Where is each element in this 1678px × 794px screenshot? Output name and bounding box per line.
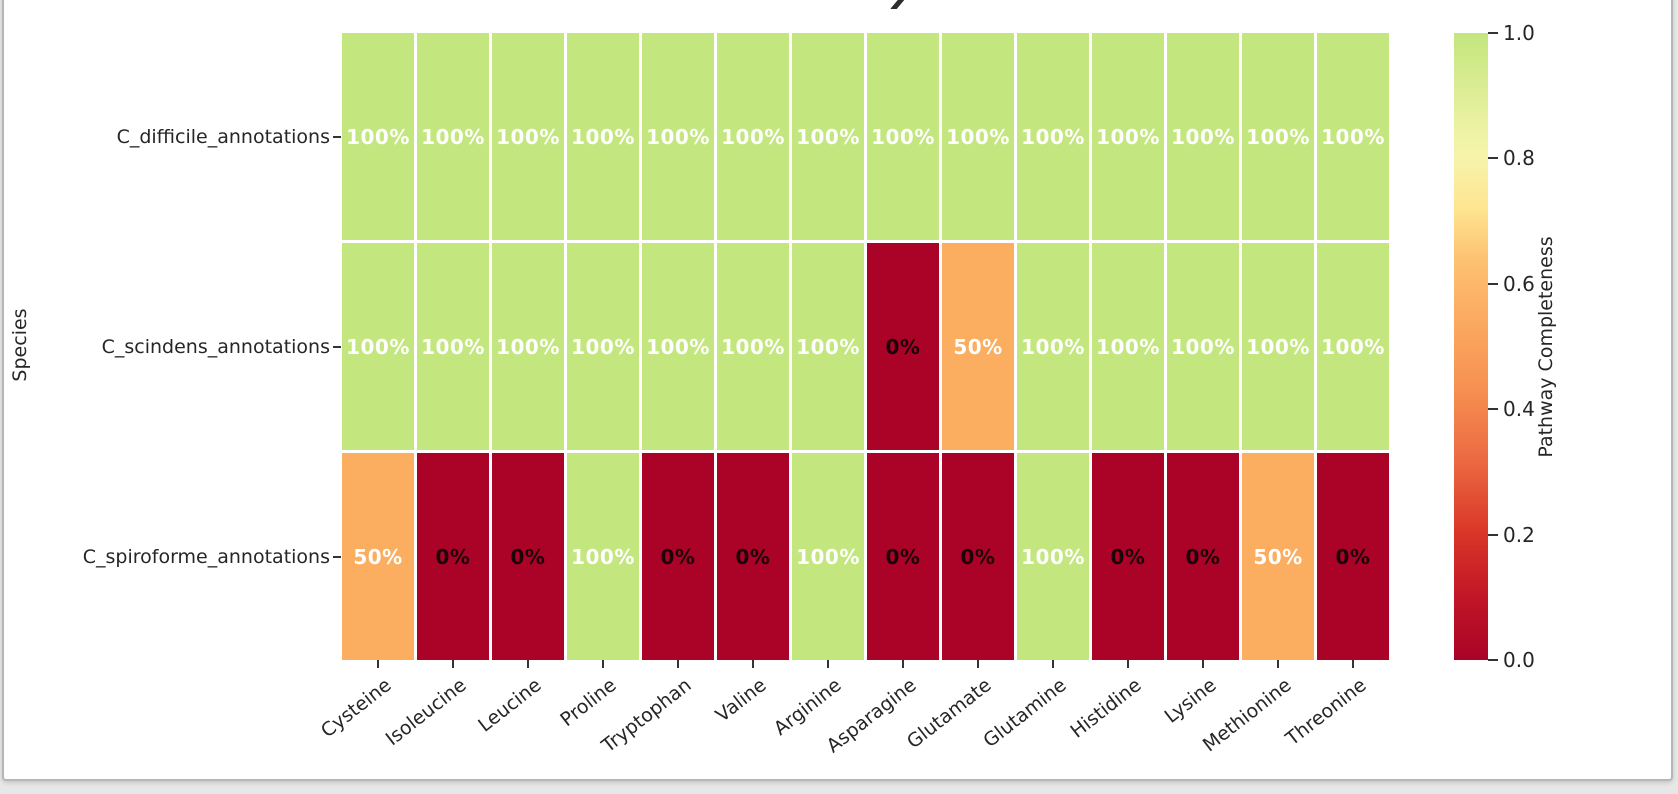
- heatmap-cell: 100%: [1092, 243, 1164, 450]
- heatmap-cell: 100%: [642, 243, 714, 450]
- row-label: C_spiroforme_annotations: [82, 545, 330, 568]
- heatmap-cell: 100%: [342, 33, 414, 240]
- heatmap-cell: 100%: [867, 33, 939, 240]
- x-tick: [1202, 660, 1204, 668]
- heatmap-cell: 100%: [567, 33, 639, 240]
- x-tick: [1127, 660, 1129, 668]
- colorbar-tick: [1488, 659, 1498, 661]
- row-label: C_difficile_annotations: [116, 125, 330, 148]
- heatmap-cell: 100%: [942, 33, 1014, 240]
- heatmap-cell: 100%: [1017, 453, 1089, 660]
- heatmap-cell: 100%: [1017, 33, 1089, 240]
- x-tick: [677, 660, 679, 668]
- heatmap-cell: 0%: [1092, 453, 1164, 660]
- heatmap-cell: 100%: [567, 453, 639, 660]
- heatmap-cell: 0%: [942, 453, 1014, 660]
- row-label: C_scindens_annotations: [101, 335, 330, 358]
- heatmap-cell: 0%: [642, 453, 714, 660]
- heatmap-cell: 100%: [417, 33, 489, 240]
- colorbar-axis-label: Pathway Completeness: [1535, 236, 1557, 458]
- heatmap-cell: 0%: [492, 453, 564, 660]
- heatmap-cell: 100%: [1017, 243, 1089, 450]
- heatmap-cell: 100%: [567, 243, 639, 450]
- heatmap-cell: 100%: [717, 243, 789, 450]
- heatmap-cell: 0%: [1317, 453, 1389, 660]
- colorbar-tick: [1488, 157, 1498, 160]
- heatmap-cell: 100%: [792, 453, 864, 660]
- x-tick: [827, 660, 829, 668]
- heatmap-cell: 100%: [792, 33, 864, 240]
- heatmap-cell: 100%: [417, 243, 489, 450]
- x-tick: [1352, 660, 1354, 668]
- x-tick: [1277, 660, 1279, 668]
- colorbar-tick-label: 0.2: [1503, 522, 1535, 547]
- colorbar-tick: [1488, 32, 1498, 34]
- heatmap-cell: 100%: [1167, 243, 1239, 450]
- title-glyph-stroke: [889, 0, 907, 9]
- colorbar-tick: [1488, 408, 1498, 411]
- x-tick: [377, 660, 379, 668]
- colorbar-tick: [1488, 282, 1498, 285]
- x-tick: [902, 660, 904, 668]
- colorbar-tick-label: 0.8: [1503, 146, 1535, 171]
- heatmap-cell: 100%: [1242, 243, 1314, 450]
- x-tick: [602, 660, 604, 668]
- clipped-title-fragment: [889, 0, 907, 9]
- heatmap-cell: 100%: [792, 243, 864, 450]
- colorbar-tick-label: 0.4: [1503, 397, 1535, 422]
- heatmap-cell: 0%: [867, 453, 939, 660]
- colorbar-tick-label: 0.6: [1503, 271, 1535, 296]
- heatmap-cell: 100%: [1317, 243, 1389, 450]
- heatmap-cell: 100%: [492, 33, 564, 240]
- x-tick: [752, 660, 754, 668]
- y-tick: [333, 555, 341, 558]
- colorbar-tick: [1488, 533, 1498, 536]
- heatmap-cell: 100%: [642, 33, 714, 240]
- heatmap-grid: 100% 100% 100% 100% 100% 100% 100% 100% 100% 100%…: [342, 33, 1389, 660]
- colorbar-tick-label: 0.0: [1503, 648, 1535, 672]
- heatmap-cell: 0%: [717, 453, 789, 660]
- x-tick: [527, 660, 529, 668]
- heatmap-cell: 100%: [492, 243, 564, 450]
- heatmap-cell: 0%: [867, 243, 939, 450]
- heatmap-cell: 100%: [1242, 33, 1314, 240]
- x-tick: [1052, 660, 1054, 668]
- heatmap-cell: 100%: [1167, 33, 1239, 240]
- y-tick: [333, 135, 341, 138]
- colorbar-gradient: [1454, 33, 1488, 660]
- heatmap-cell: 100%: [717, 33, 789, 240]
- heatmap-cell: 50%: [942, 243, 1014, 450]
- heatmap-cell: 100%: [1092, 33, 1164, 240]
- heatmap-cell: 0%: [1167, 453, 1239, 660]
- colorbar-tick-label: 1.0: [1503, 21, 1535, 45]
- y-tick: [333, 345, 341, 348]
- x-tick: [977, 660, 979, 668]
- heatmap-cell: 100%: [342, 243, 414, 450]
- x-tick: [452, 660, 454, 668]
- heatmap-cell: 100%: [1317, 33, 1389, 240]
- heatmap-cell: 0%: [417, 453, 489, 660]
- heatmap-cell: 50%: [1242, 453, 1314, 660]
- heatmap-cell: 50%: [342, 453, 414, 660]
